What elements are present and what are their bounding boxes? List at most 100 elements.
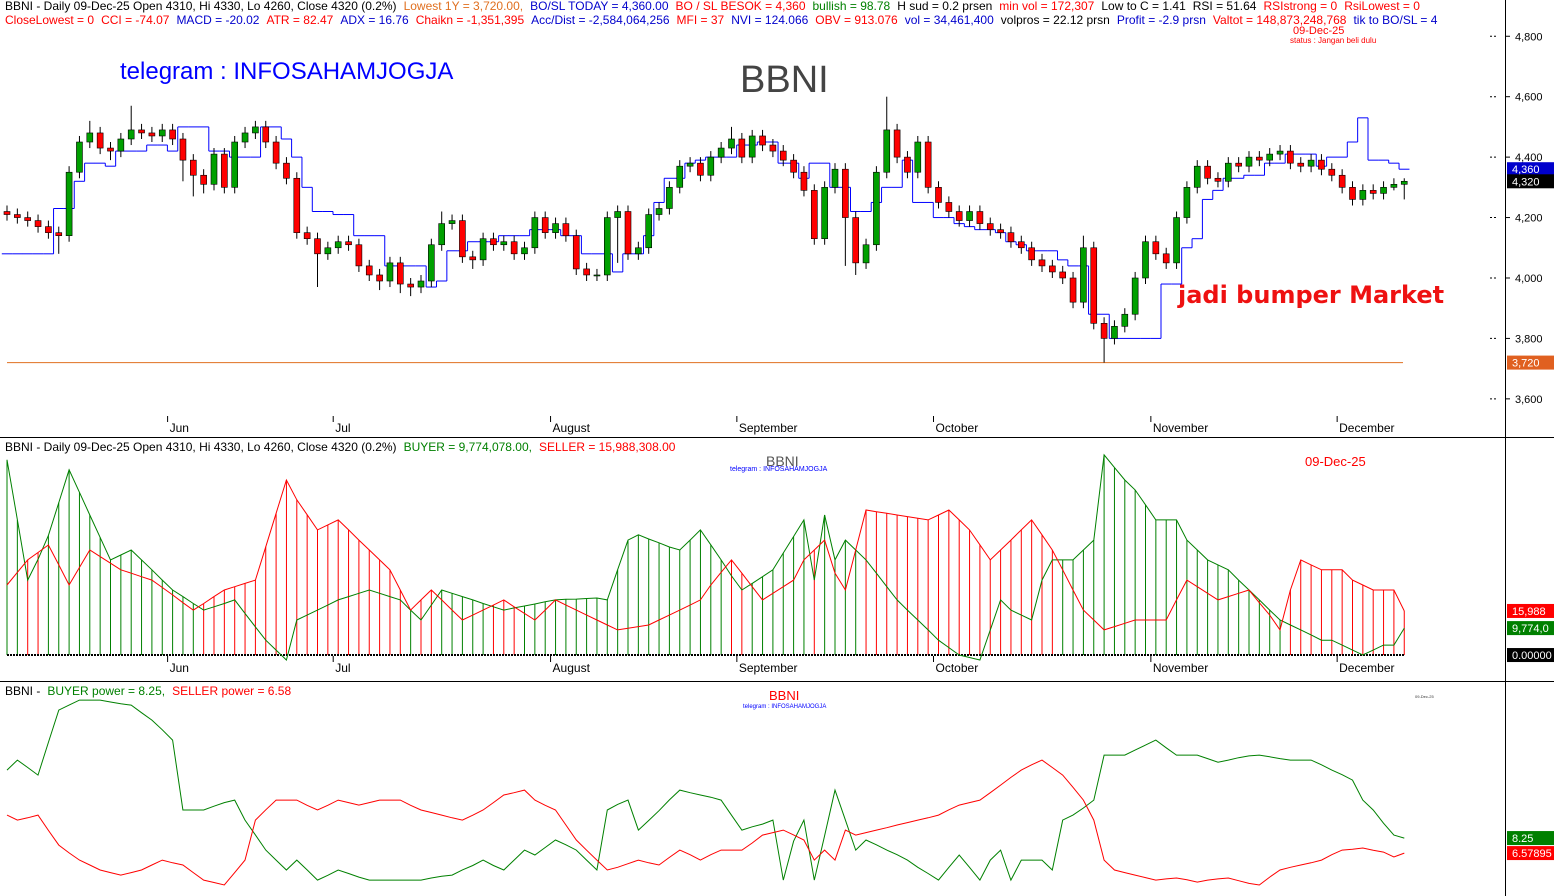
x-tick-label: September bbox=[739, 421, 798, 435]
header-item: OBV = 913.076 bbox=[815, 13, 898, 27]
price-tag bbox=[1507, 174, 1554, 189]
series-line bbox=[6, 453, 1405, 661]
price-tag-label: 4,360 bbox=[1512, 164, 1540, 176]
candle-body bbox=[635, 247, 642, 255]
candle-body bbox=[1359, 190, 1367, 200]
header-item: Lowest 1Y = 3,720.00, bbox=[404, 0, 524, 13]
header-item: RSIstrong = 0 bbox=[1263, 0, 1337, 13]
price-tag bbox=[1507, 162, 1554, 177]
candle-body bbox=[1318, 159, 1325, 170]
price-tag-label: 15,988 bbox=[1512, 606, 1546, 618]
candle-body bbox=[676, 165, 684, 188]
candle-body bbox=[1338, 174, 1346, 188]
candle-body bbox=[873, 171, 880, 246]
y-tick-label: 3,600 bbox=[1515, 394, 1543, 406]
candle-body bbox=[1111, 326, 1118, 339]
header-item: SELLER = 15,988,308.00 bbox=[539, 440, 676, 454]
candle-body bbox=[1307, 159, 1315, 167]
candle-body bbox=[800, 171, 808, 191]
candle-body bbox=[417, 280, 425, 288]
candle-body bbox=[1131, 277, 1139, 315]
annotation: status : Jangan beli dulu bbox=[1290, 36, 1376, 45]
header-item: min vol = 172,307 bbox=[999, 0, 1094, 13]
candle-body bbox=[1297, 162, 1305, 167]
candle-body bbox=[1380, 187, 1387, 194]
annotation: 09-Dec-25 bbox=[1415, 694, 1434, 699]
x-tick-label: November bbox=[1153, 421, 1208, 435]
x-tick-label: August bbox=[553, 661, 591, 675]
candle-body bbox=[148, 132, 156, 137]
x-tick-label: Jun bbox=[170, 421, 189, 435]
candle-body bbox=[1214, 177, 1222, 182]
header-row: BBNI - BUYER power = 8.25, SELLER power = … bbox=[5, 684, 291, 698]
candle-body bbox=[738, 138, 746, 158]
candle-body bbox=[821, 187, 828, 240]
candle-body bbox=[1328, 168, 1336, 176]
candle-body bbox=[1276, 150, 1284, 155]
candle-body bbox=[1369, 190, 1377, 194]
header-item: BUYER power = 8.25, bbox=[47, 684, 165, 698]
header-item: NVI = 124.066 bbox=[731, 13, 808, 27]
candle-body bbox=[1349, 187, 1356, 200]
candle-body bbox=[438, 223, 446, 246]
candle-body bbox=[1235, 162, 1242, 167]
candle-body bbox=[45, 226, 52, 233]
candle-body bbox=[852, 217, 860, 264]
series-line bbox=[6, 759, 1405, 886]
candle-body bbox=[158, 129, 166, 137]
price-tag-label: 0.00000 bbox=[1512, 650, 1552, 662]
header-row: BBNI - Daily 09-Dec-25 Open 4310, Hi 433… bbox=[5, 440, 676, 454]
candle-body bbox=[1266, 153, 1273, 161]
header-row: BBNI - Daily 09-Dec-25 Open 4310, Hi 433… bbox=[5, 0, 1420, 13]
header-item: BO / SL BESOK = 4,360 bbox=[676, 0, 806, 13]
candle-body bbox=[1100, 323, 1108, 339]
candle-body bbox=[272, 141, 280, 164]
annotation: telegram : INFOSAHAMJOGJA bbox=[120, 58, 453, 85]
candle-body bbox=[469, 256, 477, 261]
candle-body bbox=[1090, 247, 1098, 324]
candle-body bbox=[883, 129, 891, 173]
header-item: ATR = 82.47 bbox=[266, 13, 333, 27]
candle-body bbox=[645, 214, 653, 249]
candle-body bbox=[1193, 165, 1201, 188]
candle-body bbox=[810, 190, 818, 240]
candle-body bbox=[945, 202, 953, 212]
candle-body bbox=[1225, 162, 1232, 182]
candle-body bbox=[428, 244, 435, 282]
candle-body bbox=[96, 132, 104, 149]
header-item: BUYER = 9,774,078.00, bbox=[404, 440, 532, 454]
y-tick-label: 4,600 bbox=[1515, 92, 1543, 104]
candle-body bbox=[14, 214, 21, 218]
candle-body bbox=[55, 232, 63, 236]
candle-body bbox=[86, 132, 94, 143]
header-item: volpros = 22.12 prsn bbox=[1001, 13, 1110, 27]
candle-body bbox=[138, 129, 145, 134]
candle-body bbox=[1400, 180, 1408, 185]
candle-body bbox=[396, 262, 404, 285]
candle-body bbox=[583, 268, 590, 276]
price-tag bbox=[1507, 846, 1554, 861]
candle-body bbox=[34, 220, 42, 227]
annotation: BBNI bbox=[766, 453, 799, 469]
price-tag-label: 3,720 bbox=[1512, 358, 1540, 370]
x-tick-label: August bbox=[553, 421, 591, 435]
price-tag bbox=[1507, 603, 1554, 618]
header-item: SELLER power = 6.58 bbox=[172, 684, 291, 698]
candle-body bbox=[241, 132, 249, 143]
candle-body bbox=[1080, 247, 1087, 303]
candle-body bbox=[924, 141, 932, 188]
annotation: 09-Dec-25 bbox=[1293, 25, 1344, 37]
candle-body bbox=[521, 247, 528, 255]
candle-body bbox=[76, 141, 83, 173]
candle-body bbox=[448, 220, 456, 224]
candle-body bbox=[603, 217, 611, 276]
header-item: H sud = 0.2 prsen bbox=[897, 0, 992, 13]
candle-body bbox=[1245, 156, 1253, 167]
x-tick-label: October bbox=[936, 421, 979, 435]
candle-body bbox=[541, 217, 549, 233]
candle-body bbox=[893, 129, 901, 158]
candle-body bbox=[593, 274, 601, 277]
